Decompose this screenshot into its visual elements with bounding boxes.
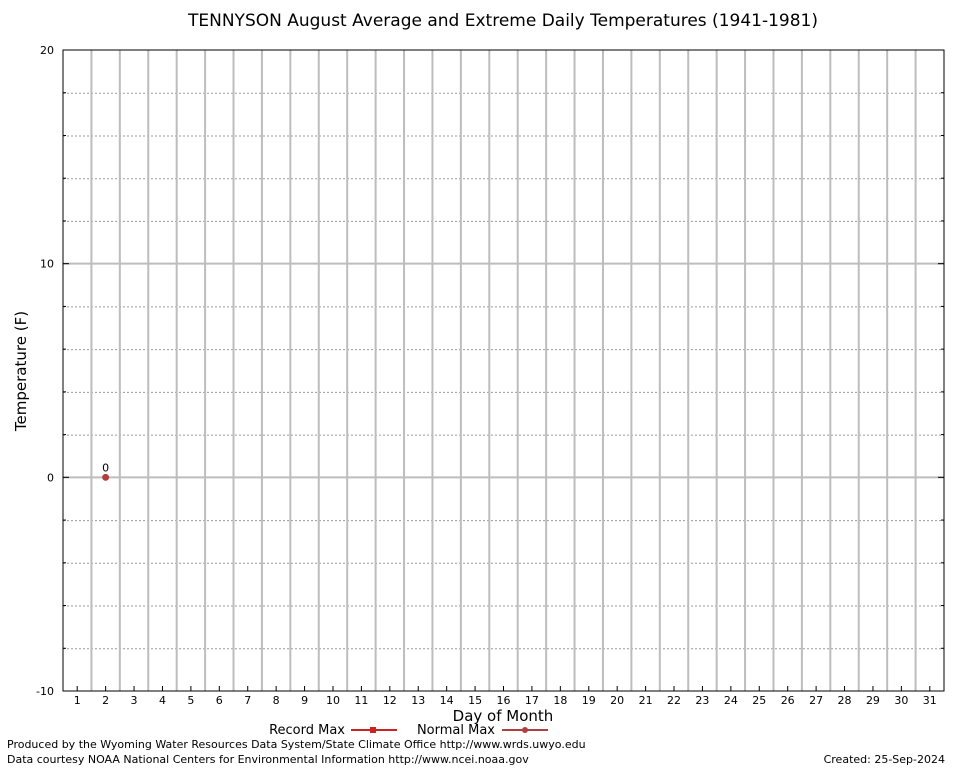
y-tick-label: 20 [40, 44, 54, 57]
legend-normal-max-marker [522, 727, 528, 733]
x-tick-label: 27 [809, 694, 823, 707]
legend: Record Max Normal Max [269, 723, 548, 738]
footer-produced-by: Produced by the Wyoming Water Resources … [7, 738, 586, 751]
x-tick-label: 10 [326, 694, 340, 707]
x-tick-label: 31 [923, 694, 937, 707]
x-tick-label: 30 [894, 694, 908, 707]
x-axis-label: Day of Month [453, 707, 554, 725]
x-tick-label: 24 [724, 694, 738, 707]
x-tick-label: 7 [244, 694, 251, 707]
x-tick-label: 12 [383, 694, 397, 707]
grid [63, 50, 944, 691]
legend-record-max-marker [370, 727, 376, 733]
y-axis-label: Temperature (F) [12, 311, 30, 432]
x-tick-label: 3 [131, 694, 138, 707]
y-axis-ticks: 20 10 0 -10 [36, 44, 944, 698]
x-tick-label: 29 [866, 694, 880, 707]
x-tick-label: 2 [102, 694, 109, 707]
x-tick-label: 16 [497, 694, 511, 707]
series: 0 [102, 461, 110, 481]
x-tick-label: 23 [695, 694, 709, 707]
x-tick-label: 15 [468, 694, 482, 707]
x-tick-label: 11 [354, 694, 368, 707]
footer-data-courtesy: Data courtesy NOAA National Centers for … [7, 753, 529, 766]
data-point-day-2 [102, 473, 110, 481]
x-tick-label: 17 [525, 694, 539, 707]
chart-title: TENNYSON August Average and Extreme Dail… [187, 11, 818, 31]
legend-normal-max-label: Normal Max [417, 723, 495, 738]
x-tick-label: 22 [667, 694, 681, 707]
x-tick-label: 18 [553, 694, 567, 707]
x-tick-label: 1 [74, 694, 81, 707]
y-tick-label: -10 [36, 685, 54, 698]
x-tick-label: 28 [838, 694, 852, 707]
x-tick-label: 5 [187, 694, 194, 707]
plot-frame [62, 49, 945, 692]
x-tick-label: 4 [159, 694, 166, 707]
footer-created-date: Created: 25-Sep-2024 [824, 753, 945, 766]
x-tick-label: 20 [610, 694, 624, 707]
x-axis-ticks: 1 2 3 4 5 6 7 8 9 10 11 12 13 14 15 16 17 18 19 20 21 22 23 24 2… [74, 686, 937, 707]
y-tick-label: 0 [47, 471, 54, 484]
x-tick-label: 8 [273, 694, 280, 707]
legend-record-max-label: Record Max [269, 723, 345, 738]
x-tick-label: 26 [781, 694, 795, 707]
x-tick-label: 14 [440, 694, 454, 707]
x-tick-label: 19 [582, 694, 596, 707]
x-tick-label: 6 [216, 694, 223, 707]
x-tick-label: 21 [639, 694, 653, 707]
x-tick-label: 25 [752, 694, 766, 707]
y-tick-label: 10 [40, 258, 54, 271]
x-tick-label: 9 [301, 694, 308, 707]
x-tick-label: 13 [411, 694, 425, 707]
data-label-day-2: 0 [102, 461, 109, 474]
